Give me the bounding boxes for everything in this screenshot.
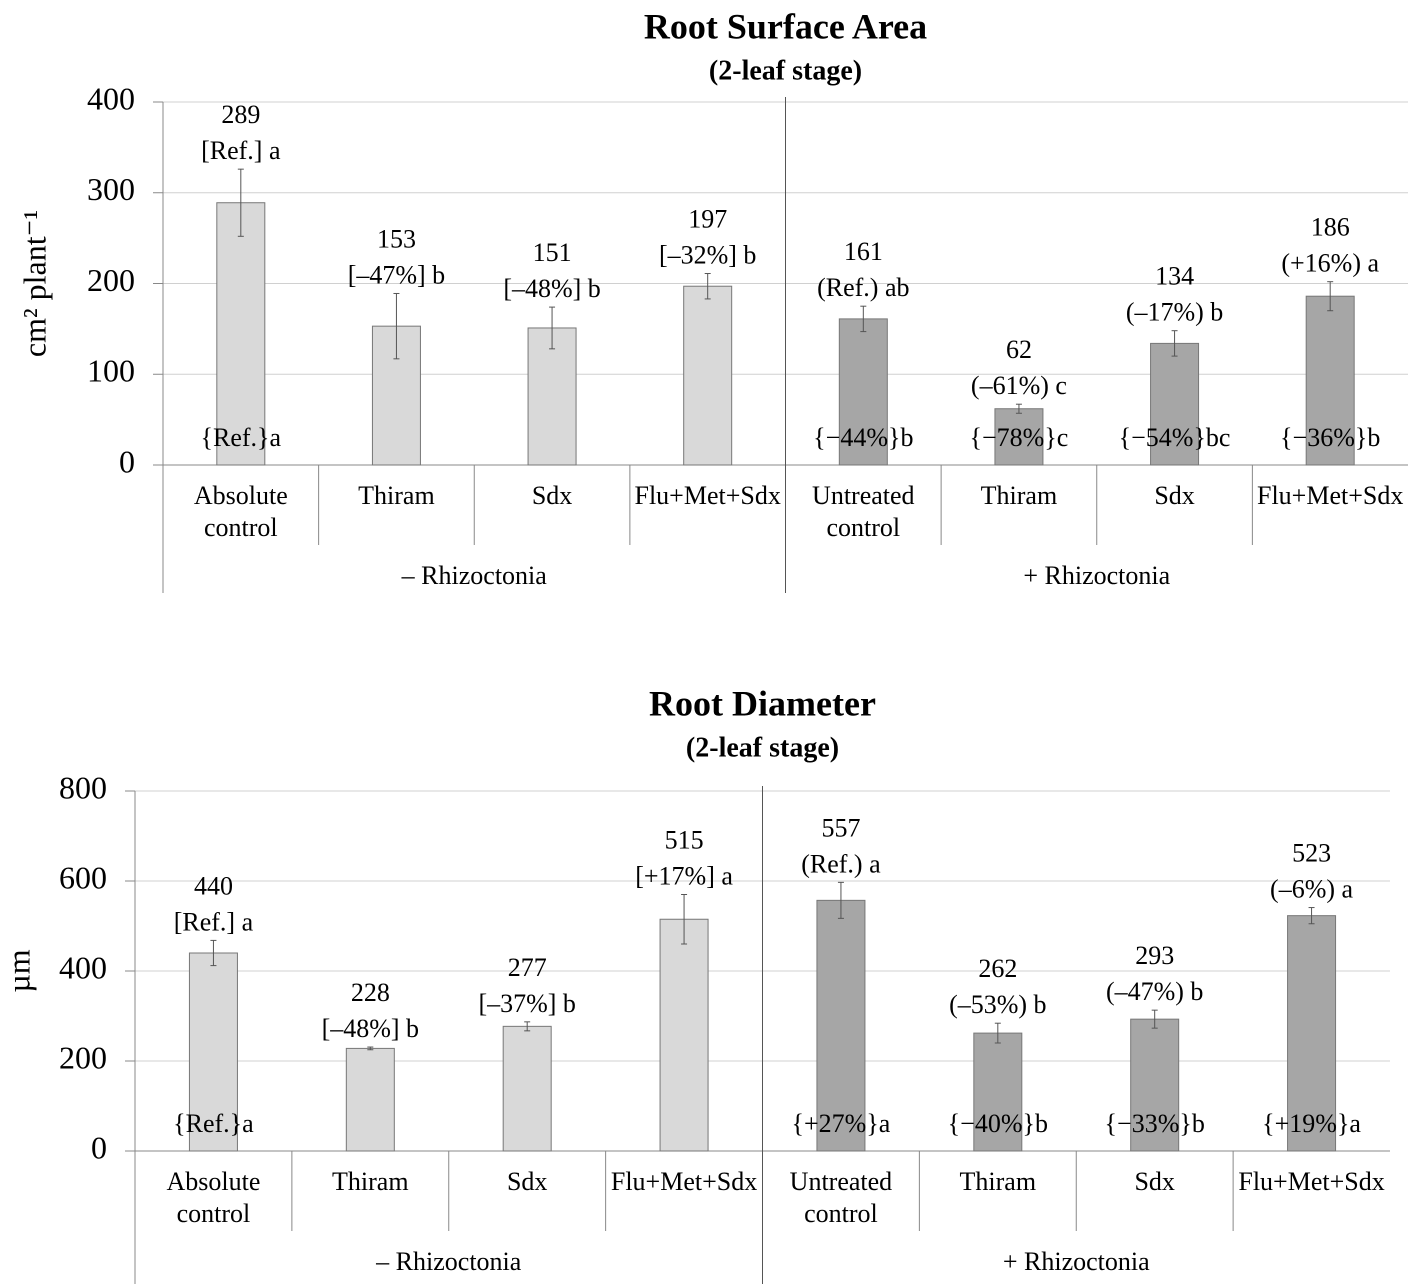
bottom-label: {Ref.}a <box>173 1109 254 1138</box>
y-axis-label: cm² plant⁻¹ <box>16 210 52 357</box>
annotation: (Ref.) ab <box>817 273 909 302</box>
chart-subtitle: (2-leaf stage) <box>709 55 862 86</box>
value-label: 289 <box>221 100 260 129</box>
value-label: 197 <box>688 204 727 233</box>
value-label: 161 <box>844 237 883 266</box>
bar <box>188 952 238 1152</box>
value-label: 440 <box>194 871 233 900</box>
value-label: 186 <box>1311 213 1350 242</box>
bar <box>683 285 733 466</box>
bottom-label: {−54%}bc <box>1119 423 1231 452</box>
y-tick-label: 0 <box>119 443 135 479</box>
x-tick-label: Thiram <box>358 481 435 510</box>
bar <box>502 1025 552 1152</box>
x-tick-label: Sdx <box>1154 481 1194 510</box>
group-label: + Rhizoctonia <box>1023 561 1170 590</box>
annotation: [Ref.] a <box>174 907 254 936</box>
x-tick-label: Absolute control <box>194 481 288 542</box>
value-label: 557 <box>821 813 860 842</box>
annotation: (–17%) b <box>1126 298 1223 327</box>
annotation: (–47%) b <box>1106 977 1203 1006</box>
value-label: 62 <box>1006 335 1032 364</box>
annotation: (–61%) c <box>971 371 1067 400</box>
value-label: 228 <box>351 978 390 1007</box>
annotation: [–37%] b <box>478 989 575 1018</box>
bar <box>1287 915 1337 1152</box>
y-tick-label: 400 <box>87 80 135 116</box>
x-tick-label: Flu+Met+Sdx <box>1238 1167 1384 1196</box>
group-label: – Rhizoctonia <box>401 561 548 590</box>
x-tick-label: Thiram <box>960 1167 1037 1196</box>
x-tick-label: Sdx <box>532 481 572 510</box>
x-tick-label: Flu+Met+Sdx <box>1257 481 1403 510</box>
group-label: – Rhizoctonia <box>375 1247 522 1276</box>
y-tick-label: 200 <box>87 262 135 298</box>
bar <box>659 918 709 1152</box>
bar <box>1150 342 1200 466</box>
y-tick-label: 400 <box>59 949 107 985</box>
annotation: (–53%) b <box>949 990 1046 1019</box>
bottom-label: {−40%}b <box>948 1109 1048 1138</box>
chart-title: Root Surface Area <box>644 6 927 46</box>
annotation: [–48%] b <box>503 274 600 303</box>
annotation: [Ref.] a <box>201 136 281 165</box>
bar <box>527 327 577 466</box>
value-label: 134 <box>1155 262 1194 291</box>
annotation: (+16%) a <box>1281 249 1379 278</box>
y-tick-label: 300 <box>87 171 135 207</box>
value-label: 277 <box>508 953 547 982</box>
y-tick-label: 0 <box>91 1129 107 1165</box>
x-tick-label: Sdx <box>507 1167 547 1196</box>
y-tick-label: 800 <box>59 769 107 805</box>
bottom-label: {+27%}a <box>792 1109 891 1138</box>
x-tick-label: Thiram <box>332 1167 409 1196</box>
bottom-label: {+19%}a <box>1262 1109 1361 1138</box>
y-tick-label: 600 <box>59 859 107 895</box>
value-label: 262 <box>978 954 1017 983</box>
annotation: [–32%] b <box>659 240 756 269</box>
bar <box>345 1047 395 1152</box>
x-tick-label: Flu+Met+Sdx <box>611 1167 757 1196</box>
chart-title: Root Diameter <box>649 683 876 723</box>
bottom-label: {−36%}b <box>1280 423 1380 452</box>
annotation: [–47%] b <box>348 260 445 289</box>
annotation: (–6%) a <box>1270 875 1353 904</box>
value-label: 515 <box>665 825 704 854</box>
value-label: 523 <box>1292 839 1331 868</box>
bar <box>838 318 888 466</box>
bottom-label: {−78%}c <box>970 423 1069 452</box>
x-tick-label: Flu+Met+Sdx <box>635 481 781 510</box>
x-tick-label: Untreated control <box>790 1167 893 1228</box>
y-tick-label: 200 <box>59 1039 107 1075</box>
bar <box>973 1032 1023 1152</box>
y-tick-label: 100 <box>87 353 135 389</box>
bottom-label: {−44%}b <box>813 423 913 452</box>
chart-subtitle: (2-leaf stage) <box>686 732 839 763</box>
bottom-label: {−33%}b <box>1105 1109 1205 1138</box>
x-tick-label: Sdx <box>1134 1167 1174 1196</box>
value-label: 293 <box>1135 941 1174 970</box>
y-axis-label: µm <box>0 949 36 992</box>
bar <box>816 899 866 1152</box>
annotation: [–48%] b <box>322 1014 419 1043</box>
value-label: 153 <box>377 224 416 253</box>
group-label: + Rhizoctonia <box>1003 1247 1150 1276</box>
annotation: [+17%] a <box>635 861 733 890</box>
x-tick-label: Absolute control <box>166 1167 260 1228</box>
value-label: 151 <box>533 238 572 267</box>
bottom-label: {Ref.}a <box>201 423 282 452</box>
bar <box>1305 295 1355 466</box>
x-tick-label: Untreated control <box>812 481 915 542</box>
x-tick-label: Thiram <box>981 481 1058 510</box>
annotation: (Ref.) a <box>801 849 881 878</box>
